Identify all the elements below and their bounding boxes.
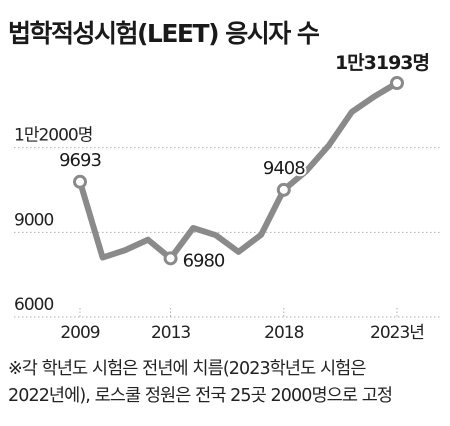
series-line: [77, 80, 400, 262]
data-label: 1만3193명: [335, 52, 429, 74]
data-label: 9408: [263, 158, 305, 179]
x-tick-label: 2009: [60, 323, 99, 343]
data-point-marker: [276, 182, 291, 197]
data-label: 6980: [183, 250, 225, 271]
y-tick-label: 1만2000명: [14, 126, 92, 146]
y-tick-label: 6000: [14, 295, 53, 315]
data-point-marker: [390, 76, 404, 90]
chart-title: 법학적성시험(LEET) 응시자 수: [8, 19, 320, 48]
x-tick-label: 2013: [151, 323, 190, 343]
data-point-marker: [163, 251, 178, 266]
y-tick-label: 9000: [14, 210, 53, 230]
grid-lines: [14, 147, 440, 318]
axis-ticks: 6000 9000 1만2000명 2009 2013 2018 2023년: [14, 126, 425, 343]
x-tick-label: 2023년: [370, 323, 424, 343]
data-label: 9693: [59, 150, 101, 171]
x-tick-label: 2018: [264, 323, 303, 343]
data-point-marker: [73, 174, 87, 189]
footnote: ※각 학년도 시험은 전년에 치름(2023학년도 시험은 2022년에), 로…: [8, 356, 444, 410]
series-layer: [73, 76, 404, 266]
footnote-line-2: 2022년에), 로스쿨 정원은 전국 25곳 2000명으로 고정: [8, 386, 393, 406]
data-labels: 9693 6980 9408 1만3193명: [57, 50, 432, 273]
footnote-line-1: ※각 학년도 시험은 전년에 치름(2023학년도 시험은: [8, 359, 366, 379]
